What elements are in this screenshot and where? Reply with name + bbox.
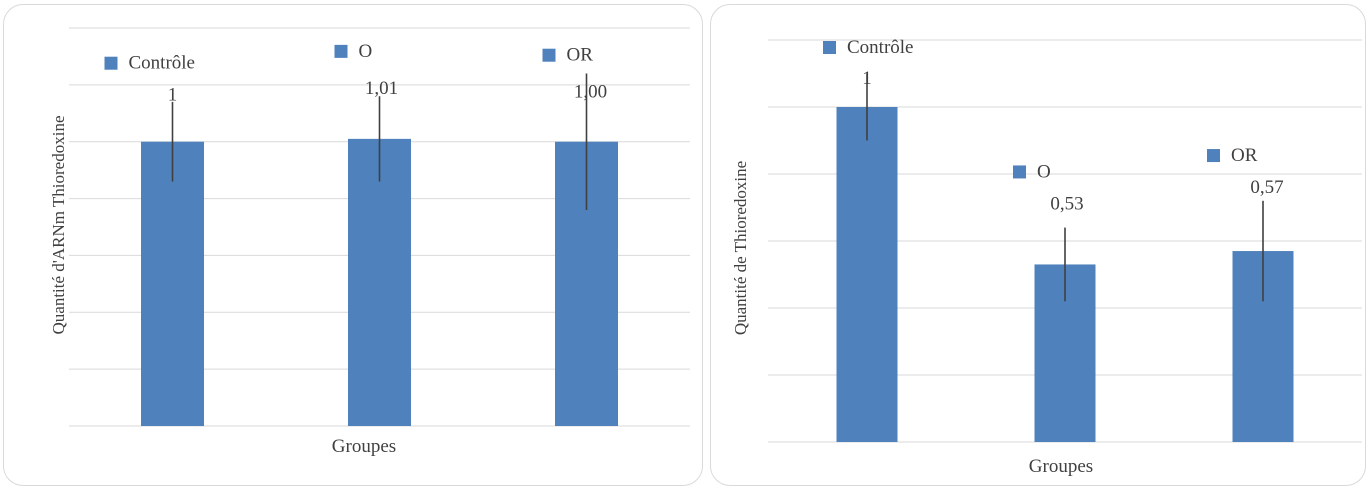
chart-panel-right: Quantité de Thioredoxine Groupes Contrôle 1… (710, 4, 1366, 486)
right-series-name-0: Contrôle (847, 37, 914, 58)
left-legend-marker-2 (542, 48, 556, 62)
left-legend-marker-1 (334, 44, 348, 58)
right-series-name-2: OR (1231, 145, 1258, 166)
left-series-name-1: O (359, 41, 373, 62)
left-y-axis-label: Quantité d'ARNm Thioredoxine (49, 116, 68, 335)
right-y-axis-label: Quantité de Thioredoxine (731, 161, 750, 335)
right-data-label-0: 1 (862, 68, 872, 89)
right-x-axis-label: Groupes (1029, 456, 1093, 477)
left-bar-1 (348, 138, 411, 426)
right-data-label-1: 0,53 (1050, 193, 1083, 214)
right-bar-0 (836, 107, 898, 442)
right-data-label-2: 0,57 (1250, 177, 1283, 198)
chart-right: Quantité de Thioredoxine Groupes Contrôle 1… (731, 37, 1362, 477)
right-legend-marker-0 (823, 41, 836, 54)
chart-panel-left: Quantité d'ARNm Thioredoxine Groupes Contr… (3, 4, 703, 486)
left-series-name-2: OR (567, 45, 594, 66)
chart-left: Quantité d'ARNm Thioredoxine Groupes Contr… (49, 27, 690, 457)
left-data-label-2: 1,00 (574, 82, 607, 103)
left-series-name-0: Contrôle (129, 53, 196, 74)
left-data-label-0: 1 (168, 85, 178, 106)
left-data-label-1: 1,01 (365, 78, 398, 99)
right-legend-marker-1 (1013, 165, 1026, 179)
left-x-axis-label: Groupes (332, 436, 396, 457)
right-legend-marker-2 (1207, 149, 1220, 163)
left-bar-0 (141, 141, 204, 426)
left-legend-marker-0 (104, 56, 118, 70)
right-series-name-1: O (1037, 161, 1051, 182)
